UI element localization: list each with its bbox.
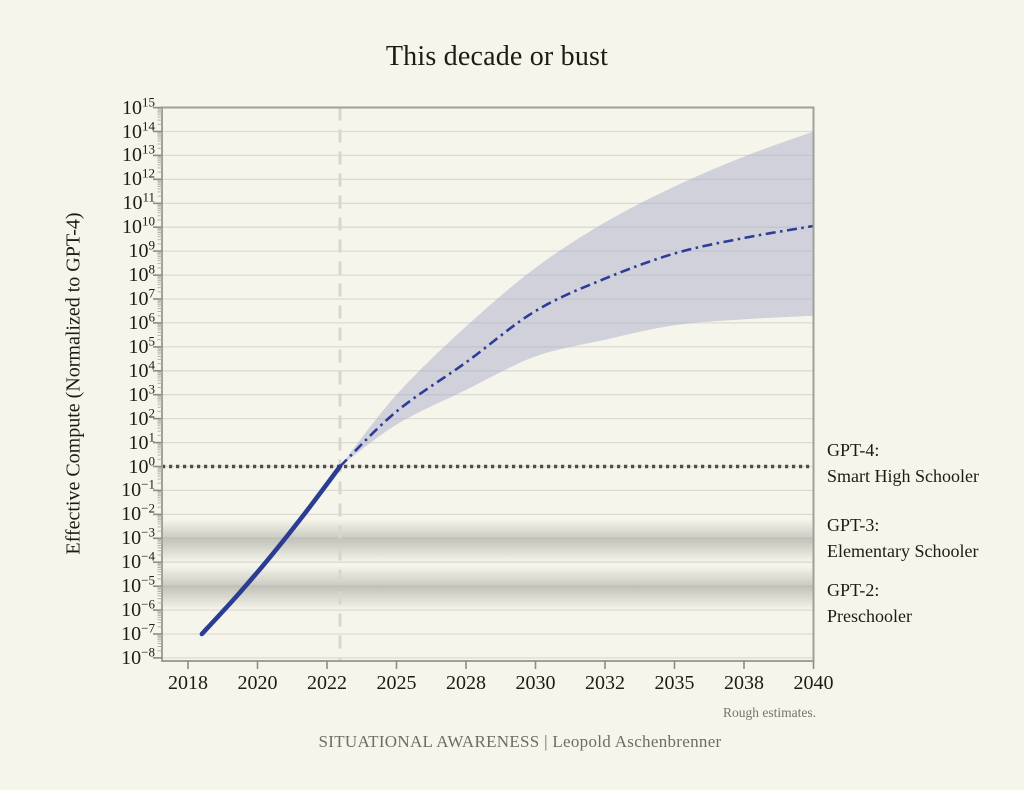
y-tick-label: 10−3 [121,524,155,550]
y-tick-label: 1011 [122,189,155,215]
annotation-gpt4-line1: GPT-4: [827,440,880,460]
y-tick-label: 105 [128,333,156,358]
annotation-gpt3: GPT-3: Elementary Schooler [827,512,978,564]
chart-title: This decade or bust [385,41,609,72]
annotation-gpt3-line2: Elementary Schooler [827,541,979,561]
y-tick-label: 10−6 [121,596,155,622]
y-tick-label: 1012 [122,165,155,191]
y-tick-label: 10−8 [121,644,155,669]
annotation-gpt2-line2: Preschooler [827,606,912,626]
x-tick-label: 2032 [585,672,625,694]
x-tick-label: 2028 [446,672,486,694]
y-tick-label: 109 [128,237,156,263]
x-tick-label: 2022 [307,672,347,694]
y-tick-label: 10−5 [121,572,155,598]
annotation-gpt2: GPT-2: Preschooler [827,577,912,629]
annotation-gpt3-line1: GPT-3: [827,515,880,535]
projected-effective-compute-line [339,224,814,468]
y-tick-label: 1010 [122,213,155,239]
x-tick-label: 2035 [654,672,695,694]
y-tick-label: 10−2 [121,500,155,526]
y-tick-label: 101 [128,428,156,454]
gpt2-level-band [162,565,814,611]
x-tick-label: 2040 [793,672,834,694]
rough-estimates-note: Rough estimates. [723,705,816,720]
y-tick-label: 1015 [122,93,155,119]
x-tick-label: 2020 [237,672,278,694]
y-tick-label: 100 [128,452,156,478]
annotation-gpt4-line2: Smart High Schooler [827,466,979,486]
y-axis-tick-labels: 1015 1014 1013 1012 1011 1010 109 108 107 106 105 1… [0,0,155,790]
y-tick-label: 1014 [122,117,155,143]
x-tick-label: 2018 [168,672,208,694]
y-tick-label: 102 [128,404,156,430]
y-tick-label: 108 [128,261,156,287]
y-tick-label: 107 [128,285,156,310]
annotation-gpt2-line1: GPT-2: [827,580,880,600]
annotation-gpt4: GPT-4: Smart High Schooler [827,437,979,489]
y-tick-label: 106 [128,309,156,334]
y-tick-label: 1013 [122,141,155,167]
historical-effective-compute-line [199,464,343,637]
x-tick-label: 2038 [724,672,764,694]
uncertainty-band [340,131,814,467]
x-tick-label: 2030 [515,672,556,694]
y-tick-label: 104 [128,357,156,382]
y-tick-label: 10−7 [121,620,155,645]
x-tick-label: 2025 [376,672,417,694]
footer-brand: SITUATIONAL AWARENESS | Leopold Aschenbr… [318,732,722,751]
y-tick-label: 103 [128,381,156,406]
y-tick-label: 10−4 [121,548,155,574]
plot-frame [161,106,815,662]
y-tick-label: 10−1 [121,476,155,502]
